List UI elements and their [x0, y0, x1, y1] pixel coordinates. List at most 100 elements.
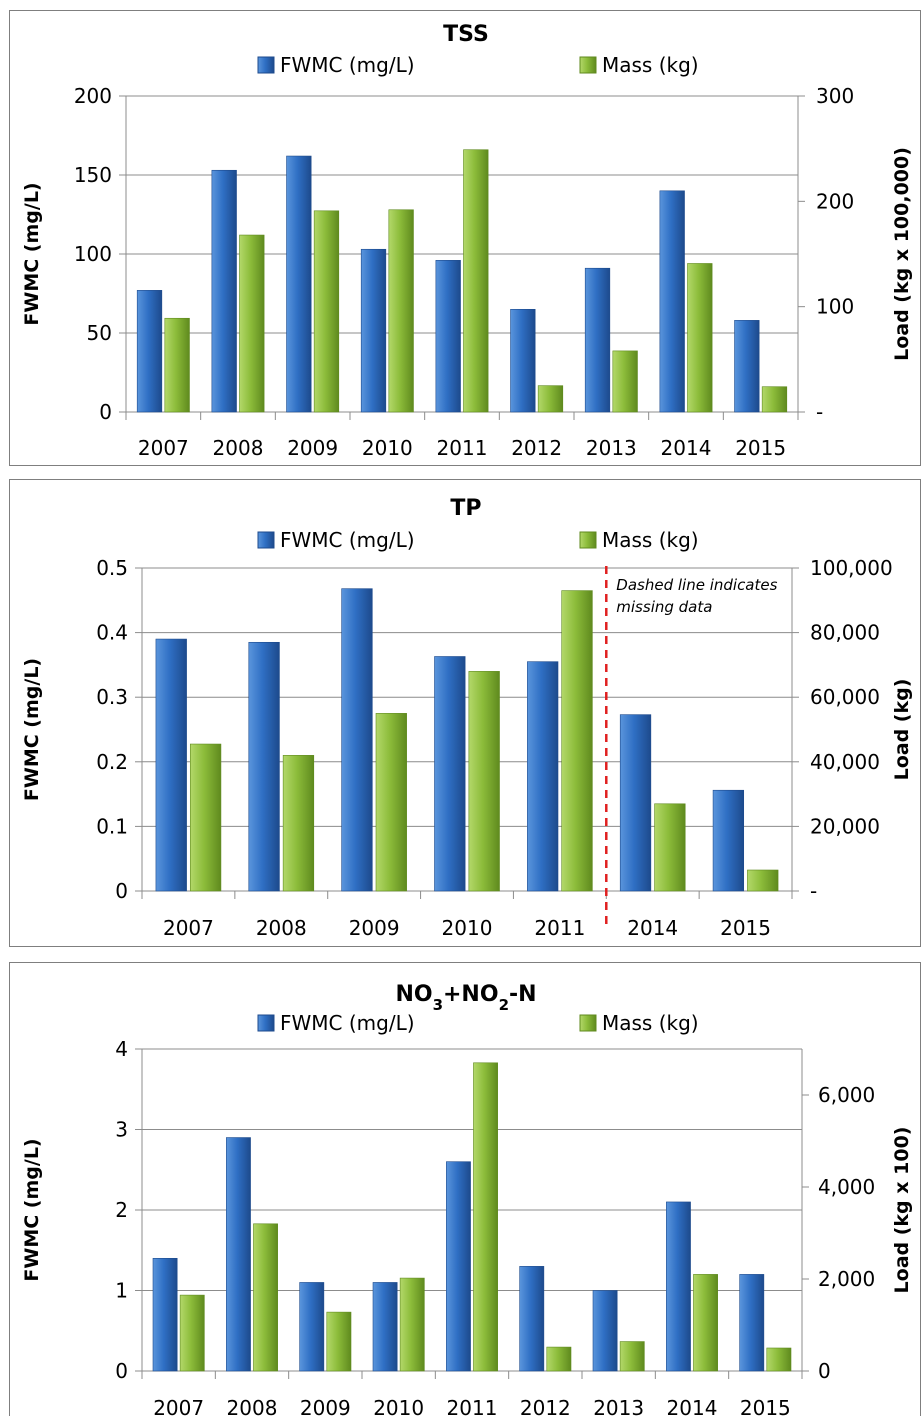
- y2-tick-label: -: [816, 400, 823, 424]
- bar-mass-2010: [388, 209, 414, 413]
- bar-fwmc-2009: [286, 155, 312, 413]
- y-tick-label: 3: [115, 1118, 128, 1142]
- y2-axis-label: Load (kg x 100): [891, 1127, 913, 1294]
- annotation-text: missing data: [616, 598, 712, 616]
- bar-fwmc-2011: [527, 661, 559, 892]
- y-tick-label: 0: [115, 879, 128, 903]
- bar-fwmc-2007: [155, 638, 187, 892]
- legend-label-mass: Mass (kg): [602, 53, 699, 77]
- bar-mass-2013: [612, 350, 638, 413]
- x-tick-label: 2011: [437, 436, 488, 460]
- bar-mass-2011: [561, 590, 593, 892]
- legend-swatch-fwmc: [257, 531, 275, 549]
- y-axis-label: FWMC (mg/L): [21, 658, 43, 801]
- tss-chart-panel: TSS FWMC (mg/L) Mass (kg) 0 50 100 150 200 - 100 2…: [9, 10, 921, 466]
- x-tick-label: 2011: [447, 1396, 498, 1417]
- y2-tick-label: 100,000: [810, 556, 893, 580]
- bar-mass-2011: [463, 149, 489, 413]
- title-part-c: -N: [509, 982, 537, 1007]
- bar-fwmc-2009: [341, 588, 373, 892]
- x-tick-label: 2012: [511, 436, 562, 460]
- y-tick-label: 4: [115, 1037, 128, 1061]
- bar-fwmc-2015: [734, 320, 760, 413]
- title-part-a: NO: [395, 982, 432, 1007]
- x-tick-label: 2013: [593, 1396, 644, 1417]
- x-tick-label: 2011: [534, 916, 585, 940]
- y2-tick-label: 6,000: [818, 1083, 875, 1107]
- bar-mass-2007: [164, 317, 190, 413]
- bar-fwmc-2011: [435, 260, 461, 413]
- bar-fwmc-2010: [434, 656, 466, 892]
- bar-fwmc-2010: [372, 1282, 398, 1372]
- x-tick-label: 2007: [138, 436, 189, 460]
- bar-fwmc-2011: [446, 1161, 471, 1372]
- bar-mass-2008: [282, 755, 315, 892]
- title-part-b: +NO: [443, 982, 499, 1007]
- tp-chart-panel: TP FWMC (mg/L) Mass (kg) 0 0.1 0.2 0.3 0.4 0.5 - 2…: [9, 479, 921, 947]
- chart-title: TSS: [443, 22, 489, 47]
- x-tick-label: 2008: [256, 916, 307, 940]
- chart-title: NO3+NO2-N: [395, 982, 536, 1014]
- title-part-sub1: 3: [433, 996, 443, 1014]
- bar-mass-2008: [253, 1223, 278, 1372]
- y-tick-label: 150: [74, 163, 112, 187]
- y2-tick-label: 300: [816, 84, 854, 108]
- x-tick-label: 2007: [163, 916, 214, 940]
- bar-fwmc-2014: [659, 190, 685, 413]
- x-tick-label: 2009: [287, 436, 338, 460]
- x-tick-label: 2010: [373, 1396, 424, 1417]
- legend-swatch-fwmc: [257, 1014, 275, 1032]
- legend-swatch-mass: [579, 56, 597, 74]
- legend-label-mass: Mass (kg): [602, 528, 699, 552]
- bar-fwmc-2008: [211, 169, 237, 413]
- bar-mass-2009: [326, 1311, 352, 1372]
- x-tick-label: 2014: [667, 1396, 718, 1417]
- x-tick-label: 2012: [520, 1396, 571, 1417]
- legend-swatch-mass: [579, 1014, 597, 1032]
- bar-mass-2012: [546, 1346, 572, 1372]
- bar-mass-2011: [473, 1062, 498, 1372]
- y-tick-label: 0.4: [96, 621, 128, 645]
- nitrate-chart-panel: NO3+NO2-N FWMC (mg/L) Mass (kg) 0 1 2 3 4 0 2,000…: [9, 962, 921, 1417]
- x-tick-label: 2007: [153, 1396, 204, 1417]
- legend-label-fwmc: FWMC (mg/L): [280, 53, 415, 77]
- x-tick-label: 2014: [627, 916, 678, 940]
- x-tick-label: 2015: [740, 1396, 791, 1417]
- chart-title: TP: [450, 496, 481, 521]
- legend-label-fwmc: FWMC (mg/L): [280, 528, 415, 552]
- annotation-text: Dashed line indicates: [616, 576, 777, 594]
- legend-label-fwmc: FWMC (mg/L): [280, 1011, 415, 1035]
- x-tick-label: 2008: [227, 1396, 278, 1417]
- bar-fwmc-2008: [226, 1137, 251, 1372]
- tp-chart: TP FWMC (mg/L) Mass (kg) 0 0.1 0.2 0.3 0.4 0.5 - 2…: [21, 496, 913, 940]
- bar-mass-2010: [468, 671, 500, 892]
- x-tick-label: 2009: [349, 916, 400, 940]
- bar-mass-2014: [693, 1274, 718, 1372]
- y-axis-label: FWMC (mg/L): [21, 1138, 43, 1281]
- y-tick-label: 0: [115, 1359, 128, 1383]
- y2-tick-label: 100: [816, 295, 854, 319]
- y-tick-label: 2: [115, 1198, 128, 1222]
- y-tick-label: 50: [87, 321, 112, 345]
- bar-mass-2009: [375, 713, 407, 892]
- y2-tick-label: 4,000: [818, 1175, 875, 1199]
- x-tick-label: 2009: [300, 1396, 351, 1417]
- bar-fwmc-2015: [739, 1274, 765, 1372]
- title-part-sub2: 2: [499, 996, 509, 1014]
- bar-fwmc-2009: [299, 1282, 325, 1372]
- bar-mass-2015: [761, 386, 788, 413]
- bar-fwmc-2014: [666, 1201, 691, 1372]
- y2-tick-label: 60,000: [810, 685, 880, 709]
- x-tick-label: 2008: [213, 436, 264, 460]
- y2-tick-label: 20,000: [810, 814, 880, 838]
- bar-fwmc-2007: [152, 1257, 178, 1372]
- y2-axis-label: Load (kg x 100,000): [891, 147, 913, 361]
- bar-fwmc-2015: [712, 789, 745, 892]
- bar-mass-2013: [619, 1341, 645, 1372]
- bar-fwmc-2014: [619, 714, 652, 892]
- y2-tick-label: 80,000: [810, 621, 880, 645]
- y-tick-label: 0.3: [96, 685, 128, 709]
- bar-fwmc-2012: [510, 308, 536, 413]
- x-tick-label: 2010: [442, 916, 493, 940]
- bar-mass-2015: [766, 1347, 792, 1372]
